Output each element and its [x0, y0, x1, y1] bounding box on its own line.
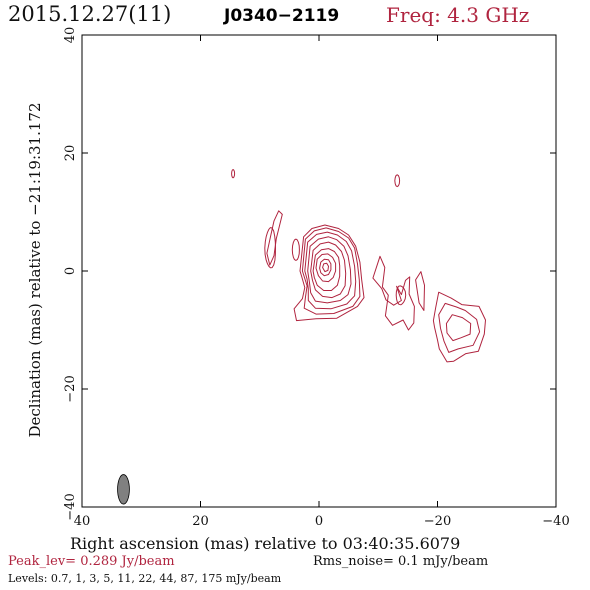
faint-patch-contour [394, 174, 401, 188]
y-axis-label: Declination (mas) relative to −21:19:31.… [26, 102, 44, 438]
contour-levels: Levels: 0.7, 1, 3, 5, 11, 22, 44, 87, 17… [8, 572, 282, 585]
rms-noise: Rms_noise= 0.1 mJy/beam [313, 554, 489, 569]
core-contour [293, 224, 365, 322]
x-axis-label: Right ascension (mas) relative to 03:40:… [70, 534, 461, 553]
core-contour [315, 253, 337, 283]
core-contour [322, 262, 329, 273]
east-component-contour [264, 227, 276, 269]
core-contour [319, 258, 332, 277]
west-component-contour [445, 314, 472, 342]
east-component-contour [266, 210, 283, 266]
source-name: J0340−2119 [224, 6, 340, 26]
x-tick-label: 40 [74, 514, 91, 529]
y-tick-label: −40 [63, 493, 78, 520]
x-tick-label: −20 [424, 514, 451, 529]
faint-patch-contour [231, 169, 236, 179]
middle-component-contour [372, 255, 415, 331]
east-component-contour [291, 238, 300, 261]
core-contour [310, 241, 347, 299]
plot-frame [81, 34, 557, 508]
x-tick-label: 20 [192, 514, 209, 529]
core-contour [301, 227, 361, 315]
west-component-contour [432, 291, 486, 363]
west-component-contour [438, 302, 481, 353]
middle-component-contour [395, 285, 407, 306]
y-tick-label: 40 [63, 27, 78, 44]
core-contour [304, 231, 357, 310]
x-tick-label: −40 [542, 514, 569, 529]
core-contour [307, 236, 352, 304]
frequency-label: Freq: 4.3 GHz [386, 3, 530, 27]
core-contour [312, 248, 341, 291]
beam-ellipse [117, 474, 130, 505]
epoch-date: 2015.12.27(11) [8, 2, 172, 26]
peak-level: Peak_lev= 0.289 Jy/beam [8, 554, 175, 569]
y-tick-label: −20 [63, 375, 78, 402]
y-tick-label: 20 [63, 145, 78, 162]
x-tick-label: 0 [315, 514, 323, 529]
y-tick-label: 0 [63, 267, 78, 275]
middle-component-contour [415, 271, 425, 311]
